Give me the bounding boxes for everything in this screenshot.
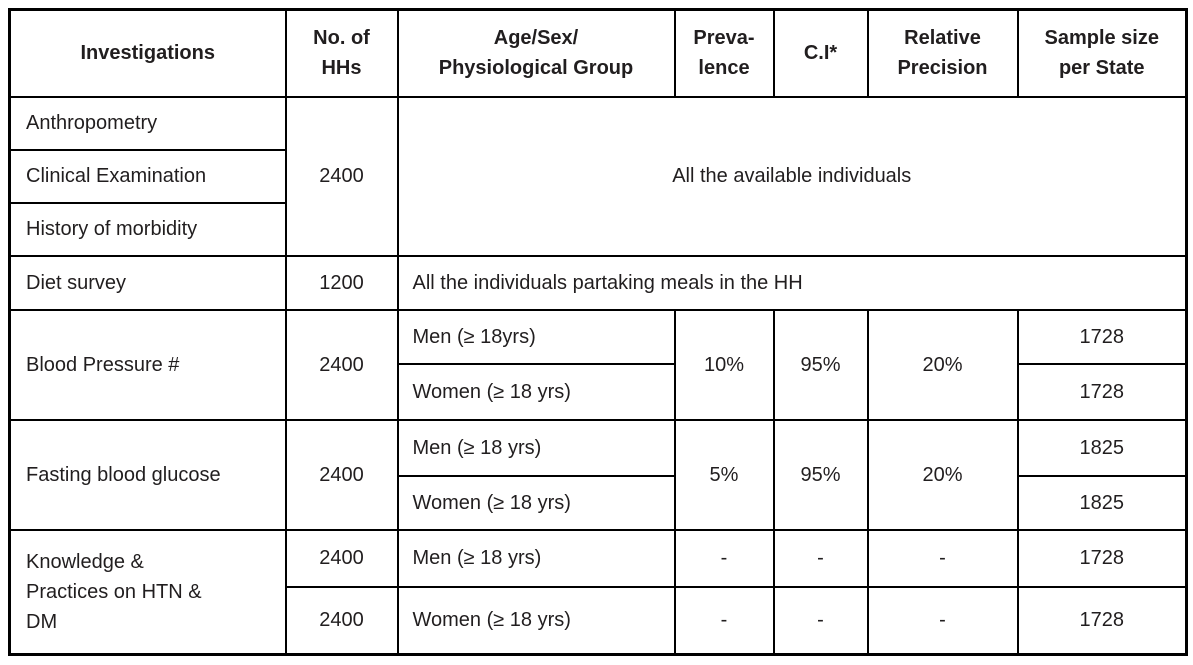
header-no-of-hhs: No. of HHs bbox=[284, 8, 399, 98]
cell-anthro-note: All the available individuals bbox=[396, 95, 1188, 257]
table-row-blood-pressure-women: Women (≥ 18 yrs) 1728 bbox=[10, 362, 1188, 421]
cell-kp-men-ci: - bbox=[772, 528, 869, 588]
cell-fbg-ci: 95% bbox=[772, 418, 869, 531]
table-row-history-of-morbidity: History of morbidity bbox=[8, 201, 1187, 257]
cell-fbg-women-group: Women (≥ 18 yrs) bbox=[396, 474, 676, 531]
table-row-blood-pressure-men: Blood Pressure # 2400 Men (≥ 18yrs) 10% … bbox=[8, 308, 1188, 421]
cell-fasting-glucose: Fasting blood glucose bbox=[8, 418, 287, 531]
table-row-diet-survey: Diet survey 1200 All the individuals par… bbox=[8, 254, 1188, 311]
table-row-anthropometry: Anthropometry 2400 All the available ind… bbox=[8, 95, 1188, 257]
cell-kp-sample-women: 1728 bbox=[1016, 585, 1188, 656]
cell-diet-hhs: 1200 bbox=[284, 254, 399, 311]
table-row-fasting-glucose-women: Women (≥ 18 yrs) 1825 bbox=[10, 474, 1188, 531]
cell-kp-women-group: Women (≥ 18 yrs) bbox=[396, 585, 676, 656]
header-age-sex-group: Age/Sex/ Physiological Group bbox=[396, 8, 676, 98]
cell-fbg-sample-women: 1825 bbox=[1016, 474, 1188, 531]
cell-diet-survey: Diet survey bbox=[8, 254, 287, 311]
cell-fbg-relative-precision: 20% bbox=[866, 418, 1019, 531]
cell-blood-pressure: Blood Pressure # bbox=[8, 308, 287, 421]
cell-knowledge-practices: Knowledge & Practices on HTN & DM bbox=[8, 528, 287, 656]
header-relative-precision: Relative Precision bbox=[866, 8, 1019, 98]
cell-bp-women-group: Women (≥ 18 yrs) bbox=[396, 362, 676, 421]
header-investigations: Investigations bbox=[8, 8, 287, 98]
cell-bp-relative-precision: 20% bbox=[866, 308, 1019, 421]
cell-fbg-men-group: Men (≥ 18 yrs) bbox=[396, 418, 676, 477]
table-row-knowledge-women: 2400 Women (≥ 18 yrs) - - - 1728 bbox=[10, 585, 1188, 656]
cell-kp-women-ci: - bbox=[772, 585, 869, 656]
cell-kp-hhs-women: 2400 bbox=[284, 585, 399, 656]
cell-kp-men-group: Men (≥ 18 yrs) bbox=[396, 528, 676, 588]
cell-fbg-prevalence: 5% bbox=[673, 418, 775, 531]
cell-kp-hhs-men: 2400 bbox=[284, 528, 399, 588]
cell-kp-men-relative-precision: - bbox=[866, 528, 1019, 588]
cell-bp-men-group: Men (≥ 18yrs) bbox=[396, 308, 676, 365]
table-row-knowledge-men: Knowledge & Practices on HTN & DM 2400 M… bbox=[8, 528, 1188, 656]
cell-clinical-examination: Clinical Examination bbox=[8, 148, 287, 204]
header-row: Investigations No. of HHs Age/Sex/ Physi… bbox=[8, 8, 1188, 98]
cell-bp-hhs: 2400 bbox=[284, 308, 399, 421]
cell-kp-sample-men: 1728 bbox=[1016, 528, 1188, 588]
cell-bp-prevalence: 10% bbox=[673, 308, 775, 421]
sampling-design-table: Investigations No. of HHs Age/Sex/ Physi… bbox=[8, 8, 1188, 656]
cell-anthro-hhs: 2400 bbox=[284, 95, 399, 257]
header-ci: C.I* bbox=[772, 8, 869, 98]
cell-anthropometry: Anthropometry bbox=[8, 95, 287, 151]
cell-kp-women-relative-precision: - bbox=[866, 585, 1019, 656]
cell-bp-sample-men: 1728 bbox=[1016, 308, 1188, 365]
header-sample-size: Sample size per State bbox=[1016, 8, 1188, 98]
header-prevalence: Preva- lence bbox=[673, 8, 775, 98]
cell-bp-sample-women: 1728 bbox=[1016, 362, 1188, 421]
table-row-clinical-examination: Clinical Examination bbox=[8, 148, 1187, 204]
cell-diet-note: All the individuals partaking meals in t… bbox=[396, 254, 1188, 311]
cell-fbg-sample-men: 1825 bbox=[1016, 418, 1188, 477]
cell-bp-ci: 95% bbox=[772, 308, 869, 421]
cell-kp-women-prevalence: - bbox=[673, 585, 775, 656]
table-row-fasting-glucose-men: Fasting blood glucose 2400 Men (≥ 18 yrs… bbox=[8, 418, 1188, 531]
cell-history-of-morbidity: History of morbidity bbox=[8, 201, 287, 257]
cell-fbg-hhs: 2400 bbox=[284, 418, 399, 531]
cell-kp-men-prevalence: - bbox=[673, 528, 775, 588]
